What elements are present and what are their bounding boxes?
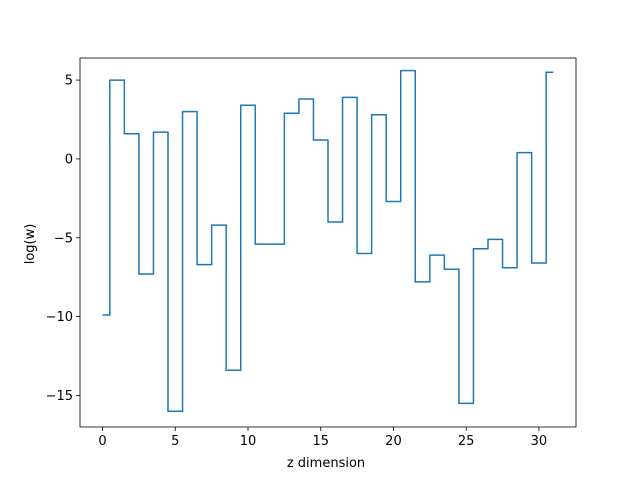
x-tick-label: 25 <box>458 434 475 449</box>
x-tick-label: 0 <box>98 434 106 449</box>
y-axis-label: log(w) <box>23 224 38 265</box>
x-tick-label: 10 <box>240 434 257 449</box>
x-axis-label: z dimension <box>287 456 365 471</box>
y-tick-label: −10 <box>46 310 73 325</box>
y-tick-label: 5 <box>65 74 73 89</box>
y-tick-label: −5 <box>54 231 73 246</box>
x-tick-label: 30 <box>531 434 548 449</box>
y-tick-label: 0 <box>65 152 73 167</box>
x-tick-label: 5 <box>171 434 179 449</box>
y-tick-label: −15 <box>46 389 73 404</box>
x-tick-label: 15 <box>312 434 329 449</box>
axes-layer: 0 5 10 15 20 25 30 −15 −10 −5 0 5 <box>46 57 577 449</box>
axes-frame <box>79 57 577 428</box>
plot-layer <box>102 69 554 412</box>
series-line <box>102 69 554 412</box>
x-tick-label: 20 <box>385 434 402 449</box>
